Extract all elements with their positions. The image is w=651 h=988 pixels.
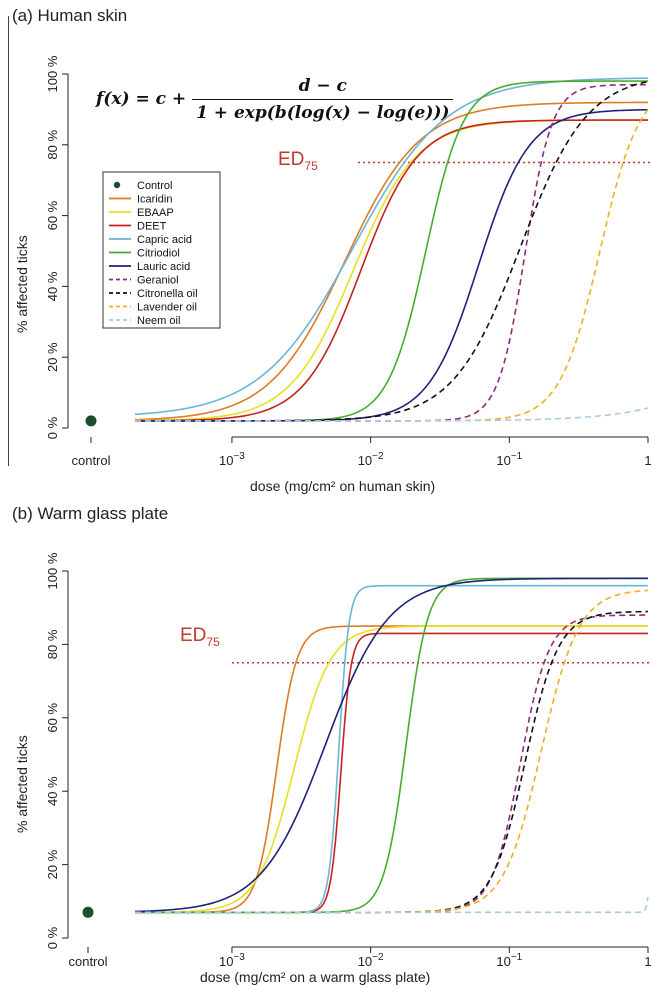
- formula-lhs: f(x) = c +: [96, 89, 187, 109]
- legend-label-citriodiol: Citriodiol: [137, 248, 180, 260]
- formula-fraction: d − c 1 + exp(b(log(x) − log(e))): [192, 76, 454, 123]
- x-tick-label: 10−1: [496, 451, 522, 468]
- legend-label-geraniol: Geraniol: [137, 275, 179, 287]
- series-line-ebaap: [135, 625, 648, 914]
- series-line-icaridin: [134, 101, 649, 421]
- y-tick-label: 20 %: [45, 342, 60, 372]
- panel-b-title: (b) Warm glass plate: [12, 504, 169, 523]
- legend-label-lavender-oil: Lavender oil: [137, 302, 197, 314]
- x-tick-label: 1: [644, 954, 651, 969]
- series-line-geraniol: [135, 614, 649, 914]
- x-tick-label: 10−2: [358, 952, 384, 969]
- x-tick-label: control: [71, 453, 110, 468]
- y-tick-label: 60 %: [45, 703, 60, 733]
- series-line-lavender-oil: [135, 589, 649, 914]
- panel-b-ed75-label: ED75: [180, 625, 220, 649]
- x-tick-label: control: [68, 954, 107, 969]
- y-tick-label: 100 %: [45, 55, 60, 92]
- ed-sub: 75: [304, 158, 318, 173]
- legend-label-citronella-oil: Citronella oil: [137, 288, 198, 300]
- series-line-capric-acid: [135, 584, 648, 914]
- panel-b-plot: 0 % 20 % 40 % 60 % 80 % 100 % control 10−3 10−2 1…: [45, 552, 651, 969]
- y-tick-label: 40 %: [45, 271, 60, 301]
- panel-a-ed75-label: ED75: [278, 149, 318, 173]
- series-line-neem-oil: [135, 897, 649, 914]
- series-line-icaridin: [135, 625, 648, 914]
- series-line-citronella-oil: [135, 610, 649, 914]
- ed-sub: 75: [206, 634, 220, 649]
- ed-main: ED: [180, 625, 207, 646]
- legend-label-control: Control: [137, 180, 172, 192]
- x-tick-label: 10−3: [219, 451, 245, 468]
- legend-label-lauric-acid: Lauric acid: [137, 261, 190, 273]
- legend-label-ebaap: EBAAP: [137, 207, 174, 219]
- y-tick-label: 80 %: [45, 130, 60, 160]
- y-tick-label: 60 %: [45, 200, 60, 230]
- panel-a-border: [8, 16, 9, 466]
- control-point: [85, 415, 97, 427]
- x-tick-label: 10−2: [358, 451, 384, 468]
- y-tick-label: 20 %: [45, 849, 60, 879]
- series-line-neem-oil: [135, 407, 649, 422]
- panel-a-title: (a) Human skin: [12, 6, 128, 25]
- formula: f(x) = c + d − c 1 + exp(b(log(x) − log(…: [96, 76, 454, 123]
- y-tick-label: 40 %: [45, 776, 60, 806]
- x-tick-label: 10−1: [496, 952, 522, 969]
- legend-swatch-control: [113, 181, 121, 189]
- series-line-deet: [135, 632, 648, 914]
- legend-label-icaridin: Icaridin: [137, 194, 172, 206]
- panel-b-xlabel: dose (mg/cm² on a warm glass plate): [200, 969, 431, 985]
- legend-label-neem-oil: Neem oil: [137, 315, 180, 327]
- y-tick-label: 100 %: [45, 552, 60, 589]
- formula-numerator: d − c: [192, 76, 454, 100]
- series-line-lauric-acid: [134, 577, 648, 913]
- panel-a-plot: 0 % 20 % 40 % 60 % 80 % 100 % control 10−3 10−2 1…: [45, 55, 651, 468]
- formula-denominator: 1 + exp(b(log(x) − log(e))): [196, 103, 450, 123]
- legend-label-deet: DEET: [137, 221, 167, 233]
- legend-label-capric-acid: Capric acid: [137, 234, 192, 246]
- y-tick-label: 0 %: [45, 416, 60, 439]
- x-tick-label: 10−3: [219, 952, 245, 969]
- panel-a-xlabel: dose (mg/cm² on human skin): [250, 478, 436, 494]
- ed-main: ED: [278, 149, 305, 170]
- y-tick-label: 0 %: [45, 926, 60, 949]
- control-point: [82, 906, 94, 918]
- y-tick-label: 80 %: [45, 629, 60, 659]
- x-tick-label: 1: [644, 453, 651, 468]
